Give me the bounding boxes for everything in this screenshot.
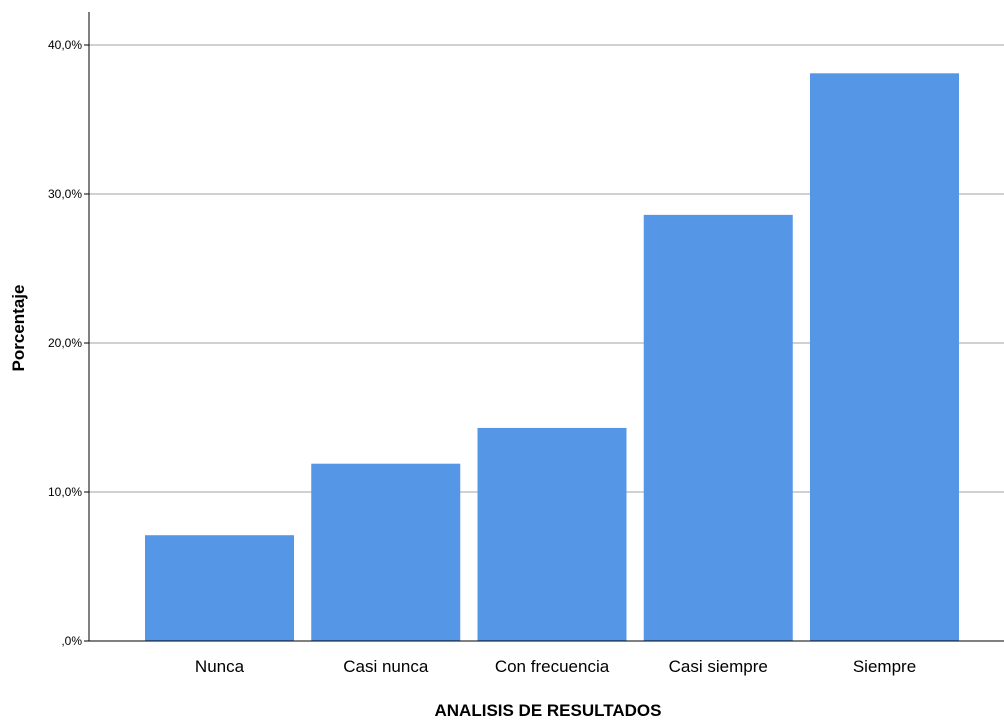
bars bbox=[145, 73, 959, 642]
y-tick-labels: ,0% 10,0% 20,0% 30,0% 40,0% bbox=[48, 38, 89, 648]
x-axis-title: ANALISIS DE RESULTADOS bbox=[435, 701, 662, 720]
y-tick-label: 20,0% bbox=[48, 336, 82, 350]
x-tick-label: Con frecuencia bbox=[495, 657, 610, 676]
y-tick-label: 30,0% bbox=[48, 187, 82, 201]
x-tick-label: Nunca bbox=[195, 657, 245, 676]
x-tick-label: Casi nunca bbox=[343, 657, 429, 676]
y-tick-label: 10,0% bbox=[48, 485, 82, 499]
bar bbox=[477, 427, 627, 641]
bar bbox=[810, 73, 959, 641]
y-axis-title: Porcentaje bbox=[9, 285, 28, 372]
y-tick-label: ,0% bbox=[61, 634, 82, 648]
x-tick-label: Siempre bbox=[853, 657, 916, 676]
x-tick-labels: Nunca Casi nunca Con frecuencia Casi siempr… bbox=[195, 657, 916, 676]
x-tick-label: Casi siempre bbox=[669, 657, 768, 676]
y-tick-label: 40,0% bbox=[48, 38, 82, 52]
bar bbox=[643, 214, 793, 642]
bar bbox=[145, 535, 294, 641]
bar bbox=[311, 463, 461, 641]
